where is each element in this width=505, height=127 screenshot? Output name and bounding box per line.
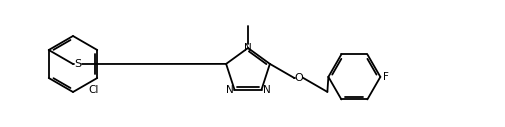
- Text: N: N: [226, 85, 233, 95]
- Text: O: O: [295, 73, 304, 83]
- Text: N: N: [263, 85, 270, 95]
- Text: Cl: Cl: [88, 85, 98, 95]
- Text: F: F: [383, 72, 389, 82]
- Text: S: S: [74, 59, 82, 69]
- Text: N: N: [244, 43, 252, 53]
